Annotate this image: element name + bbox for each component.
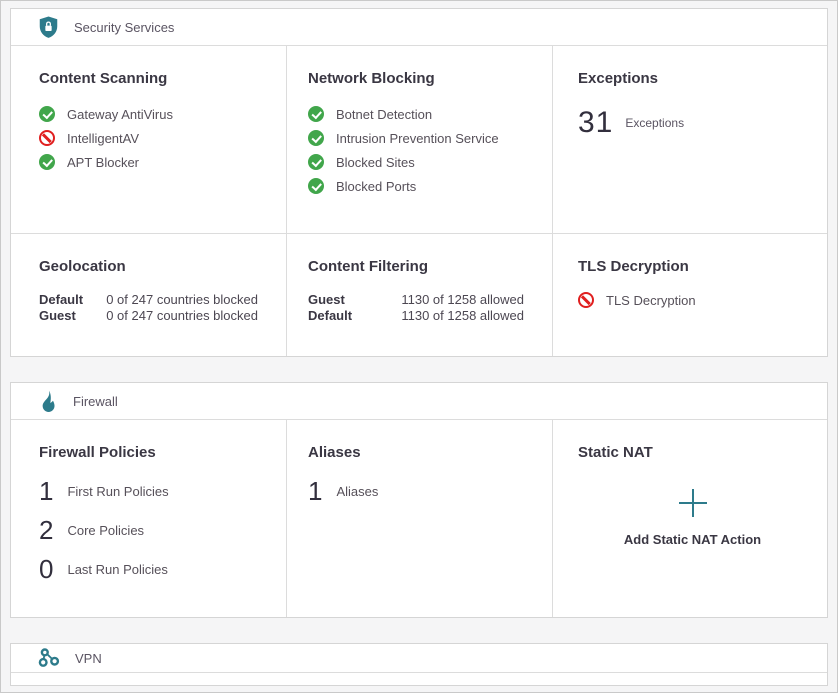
add-static-nat-label: Add Static NAT Action	[623, 532, 762, 547]
content-filtering-guest-row: Guest 1130 of 1258 allowed	[308, 292, 524, 307]
aliases-cell: Aliases 1 Aliases	[287, 420, 553, 617]
service-gateway-antivirus[interactable]: Gateway AntiVirus	[39, 106, 266, 122]
geolocation-default-row: Default 0 of 247 countries blocked	[39, 292, 258, 307]
section-title: Exceptions	[578, 70, 659, 87]
check-circle-icon	[39, 154, 55, 170]
vpn-nodes-icon	[38, 648, 60, 668]
last-run-policies-counter[interactable]: 0 Last Run Policies	[39, 553, 168, 584]
service-tls-decryption[interactable]: TLS Decryption	[578, 292, 807, 308]
firewall-policies-cell: Firewall Policies 1 First Run Policies 2…	[11, 420, 287, 617]
check-circle-icon	[308, 154, 324, 170]
content-scanning-cell: Content Scanning Gateway AntiVirus Intel…	[11, 46, 287, 234]
panel-title: VPN	[75, 650, 102, 666]
content-filtering-default-row: Default 1130 of 1258 allowed	[308, 308, 524, 323]
geolocation-cell: Geolocation Default 0 of 247 countries b…	[11, 234, 287, 356]
tls-decryption-cell: TLS Decryption TLS Decryption	[553, 234, 827, 356]
check-circle-icon	[308, 178, 324, 194]
section-title: Content Scanning	[39, 70, 168, 87]
shield-lock-icon	[38, 15, 59, 39]
exceptions-count[interactable]: 31 Exceptions	[578, 106, 807, 140]
section-title: Geolocation	[39, 258, 126, 275]
vpn-header[interactable]: VPN	[11, 644, 827, 673]
count-label: Exceptions	[625, 116, 685, 130]
section-title: Aliases	[308, 444, 361, 461]
security-services-panel: Security Services Content Scanning Gatew…	[10, 8, 828, 357]
service-blocked-sites[interactable]: Blocked Sites	[308, 154, 532, 170]
service-intelligentav[interactable]: IntelligentAV	[39, 130, 266, 146]
security-services-header[interactable]: Security Services	[11, 9, 827, 46]
network-blocking-cell: Network Blocking Botnet Detection Intrus…	[287, 46, 553, 234]
section-title: TLS Decryption	[578, 258, 689, 275]
check-circle-icon	[308, 106, 324, 122]
service-botnet-detection[interactable]: Botnet Detection	[308, 106, 532, 122]
section-title: Firewall Policies	[39, 444, 156, 461]
section-title: Network Blocking	[308, 70, 435, 87]
exceptions-cell: Exceptions 31 Exceptions	[553, 46, 827, 234]
blocked-icon	[39, 130, 55, 146]
panel-title: Security Services	[74, 19, 175, 35]
first-run-policies-counter[interactable]: 1 First Run Policies	[39, 475, 169, 506]
service-blocked-ports[interactable]: Blocked Ports	[308, 178, 532, 194]
vpn-panel: VPN	[10, 643, 828, 686]
check-circle-icon	[308, 130, 324, 146]
aliases-counter[interactable]: 1 Aliases	[308, 475, 379, 506]
section-title: Content Filtering	[308, 258, 428, 275]
service-apt-blocker[interactable]: APT Blocker	[39, 154, 266, 170]
service-intrusion-prevention[interactable]: Intrusion Prevention Service	[308, 130, 532, 146]
plus-icon	[677, 487, 709, 524]
core-policies-counter[interactable]: 2 Core Policies	[39, 514, 145, 545]
firewall-header[interactable]: Firewall	[11, 383, 827, 420]
count-value: 31	[578, 106, 614, 139]
add-static-nat-button[interactable]: Add Static NAT Action	[578, 487, 807, 547]
flame-icon	[38, 390, 58, 413]
firewall-panel: Firewall Firewall Policies 1 First Run P…	[10, 382, 828, 618]
blocked-icon	[578, 292, 594, 308]
check-circle-icon	[39, 106, 55, 122]
geolocation-guest-row: Guest 0 of 247 countries blocked	[39, 308, 258, 323]
section-title: Static NAT	[578, 444, 653, 461]
content-filtering-cell: Content Filtering Guest 1130 of 1258 all…	[287, 234, 553, 356]
panel-title: Firewall	[73, 393, 118, 409]
static-nat-cell: Static NAT Add Static NAT Action	[553, 420, 827, 617]
